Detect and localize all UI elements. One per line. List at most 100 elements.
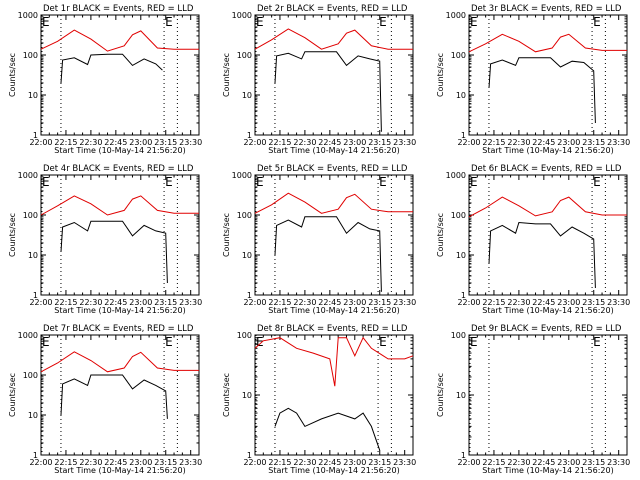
x-tick-label: 22:45 [318,298,341,307]
e-marker-right: E [379,175,387,189]
events-series-line [274,407,381,451]
plot-frame [254,174,414,296]
plot-frame [40,14,200,136]
x-tick-label: 23:30 [179,138,202,147]
panel-title: Det 3r BLACK = Events, RED = LLD [471,4,622,14]
x-tick-label: 22:30 [293,138,316,147]
x-tick-label: 22:00 [29,298,52,307]
x-tick-label: 23:00 [343,298,366,307]
e-marker-left: E [256,15,264,29]
x-tick-label: 22:00 [457,298,480,307]
e-marker-right: E [379,335,387,349]
y-tick-label: 1000 [18,171,38,180]
x-axis-label: Start Time (10-May-14 21:56:20) [268,306,399,315]
x-tick-label: 23:00 [557,138,580,147]
y-tick-label: 10 [242,251,252,260]
x-tick-label: 22:00 [243,458,266,467]
e-marker-right: E [165,175,173,189]
lld-series-line [254,192,413,214]
y-tick-label: 1 [247,291,252,300]
plot-frame [254,334,414,456]
x-axis-label: Start Time (10-May-14 21:56:20) [482,146,613,155]
y-tick-label: 100 [237,331,252,340]
x-axis-label: Start Time (10-May-14 21:56:20) [482,466,613,475]
x-tick-label: 22:45 [318,138,341,147]
x-tick-label: 23:30 [607,458,630,467]
plot-frame [254,14,414,136]
x-tick-label: 23:15 [368,138,391,147]
plot-frame [468,334,628,456]
x-tick-label: 23:30 [607,138,630,147]
x-tick-label: 22:30 [293,298,316,307]
y-tick-label: 10 [242,91,252,100]
y-axis-label: Counts/sec [8,213,17,257]
panel-title: Det 4r BLACK = Events, RED = LLD [43,164,194,174]
y-tick-label: 1 [461,451,466,460]
e-marker-left: E [42,335,50,349]
x-tick-label: 22:00 [243,138,266,147]
lld-series-line [40,195,199,216]
x-tick-label: 23:00 [343,138,366,147]
y-axis-label: Counts/sec [222,53,231,97]
x-tick-label: 22:45 [532,458,555,467]
x-tick-label: 22:30 [79,298,102,307]
y-tick-label: 1000 [18,331,38,340]
x-tick-label: 22:00 [457,138,480,147]
y-tick-label: 100 [23,211,38,220]
y-tick-label: 10 [456,251,466,260]
x-tick-label: 22:30 [79,458,102,467]
y-tick-label: 10 [28,411,38,420]
y-tick-label: 1 [247,131,252,140]
y-tick-label: 1000 [232,11,252,20]
e-marker-right: E [165,15,173,29]
x-tick-label: 22:00 [29,458,52,467]
y-axis-label: Counts/sec [436,213,445,257]
y-tick-label: 100 [23,371,38,380]
x-tick-label: 23:30 [179,458,202,467]
x-tick-label: 22:45 [104,138,127,147]
e-marker-left: E [42,175,50,189]
e-marker-left: E [470,15,478,29]
panel-title: Det 6r BLACK = Events, RED = LLD [471,164,622,174]
x-tick-label: 22:15 [482,458,505,467]
x-tick-label: 22:00 [29,138,52,147]
x-tick-label: 22:15 [268,138,291,147]
y-axis-label: Counts/sec [436,373,445,417]
x-tick-label: 23:15 [154,138,177,147]
y-tick-label: 1 [33,451,38,460]
x-axis-label: Start Time (10-May-14 21:56:20) [54,146,185,155]
y-tick-label: 100 [237,51,252,60]
y-axis-label: Counts/sec [8,53,17,97]
y-tick-label: 1 [461,291,466,300]
x-tick-label: 22:45 [532,298,555,307]
events-series-line [60,53,163,84]
y-axis-label: Counts/sec [436,53,445,97]
x-tick-label: 23:00 [129,298,152,307]
x-axis-label: Start Time (10-May-14 21:56:20) [482,306,613,315]
x-tick-label: 22:15 [54,458,77,467]
x-tick-label: 23:30 [607,298,630,307]
panel-title: Det 2r BLACK = Events, RED = LLD [257,4,408,14]
y-tick-label: 100 [237,211,252,220]
y-tick-label: 100 [451,51,466,60]
x-axis-label: Start Time (10-May-14 21:56:20) [54,306,185,315]
x-tick-label: 22:45 [104,298,127,307]
events-series-line [488,221,596,289]
y-tick-label: 10 [456,91,466,100]
x-axis-label: Start Time (10-May-14 21:56:20) [268,146,399,155]
e-marker-right: E [593,15,601,29]
x-axis-label: Start Time (10-May-14 21:56:20) [268,466,399,475]
panel-title: Det 9r BLACK = Events, RED = LLD [471,324,622,334]
y-axis-label: Counts/sec [222,373,231,417]
x-tick-label: 23:00 [129,138,152,147]
x-tick-label: 22:00 [243,298,266,307]
y-axis-label: Counts/sec [8,373,17,417]
x-tick-label: 23:15 [154,298,177,307]
events-series-line [274,216,382,292]
x-tick-label: 23:15 [368,298,391,307]
x-tick-label: 22:15 [482,138,505,147]
x-tick-label: 23:00 [557,458,580,467]
x-tick-label: 23:30 [393,458,416,467]
y-tick-label: 1 [33,131,38,140]
